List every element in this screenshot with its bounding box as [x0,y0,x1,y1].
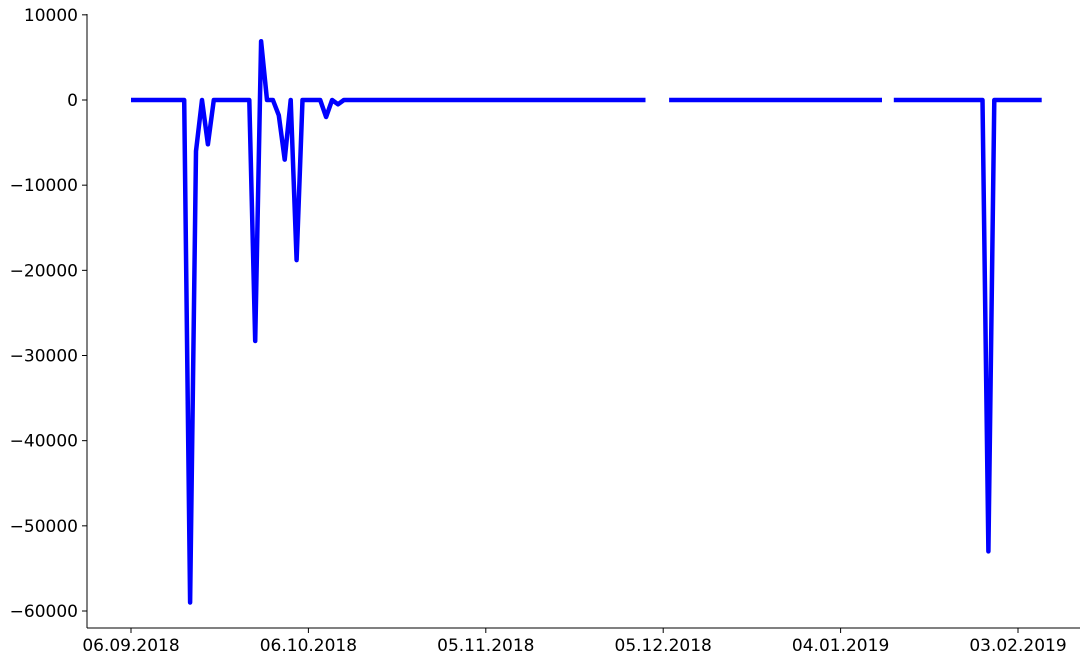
series-line-segment [131,38,646,605]
series-group [131,38,1042,605]
series-line-segment [893,97,1042,554]
y-tick-label: −10000 [10,176,78,196]
y-tick-label: −30000 [10,347,78,367]
x-tick-label: 04.01.2019 [792,636,889,656]
y-axis: 10000 0 −10000 −20000 −30000 −40000 −50000 −600… [10,6,88,628]
y-tick-label: 0 [67,91,78,111]
y-tick-label: −20000 [10,261,78,281]
y-tick-label: −60000 [10,602,78,622]
y-tick-label: −40000 [10,432,78,452]
x-axis: 06.09.2018 06.10.2018 05.11.2018 05.12.2018… [82,627,1080,656]
x-tick-label: 05.11.2018 [437,636,534,656]
x-tick-label: 06.10.2018 [260,636,357,656]
x-tick-label: 05.12.2018 [615,636,712,656]
x-tick-label: 03.02.2019 [969,636,1066,656]
x-tick-label: 06.09.2018 [82,636,179,656]
y-tick-label: −50000 [10,517,78,537]
y-tick-label: 10000 [24,6,78,26]
